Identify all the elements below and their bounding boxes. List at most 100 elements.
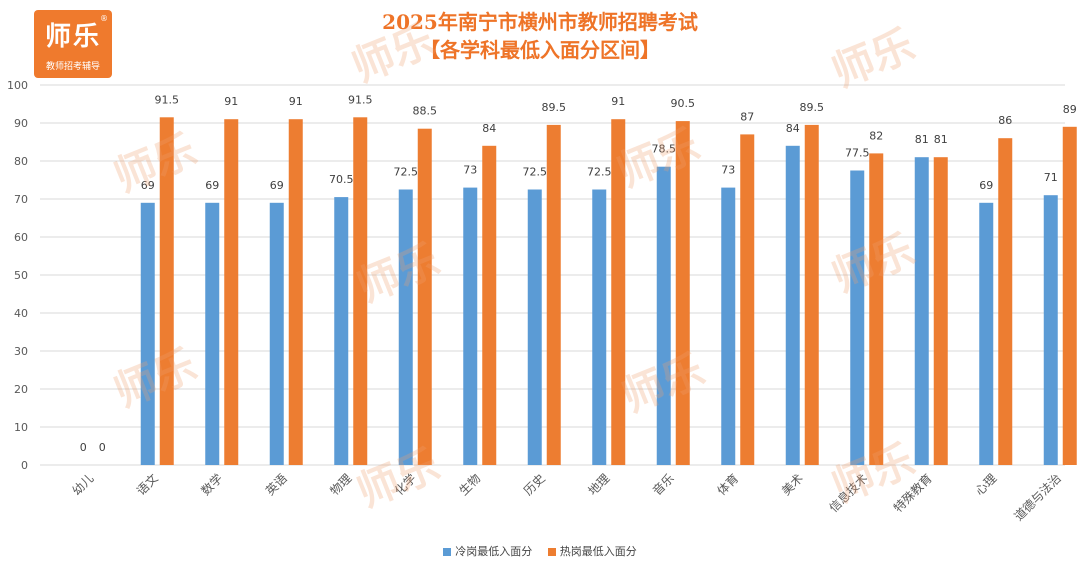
bar-cold	[269, 202, 284, 466]
data-label: 88.5	[413, 105, 438, 118]
bar-hot	[546, 124, 561, 466]
bar-cold	[592, 189, 607, 465]
bar-hot	[611, 119, 626, 465]
data-label: 81	[915, 133, 929, 146]
data-label: 84	[482, 122, 496, 135]
bar-cold	[914, 157, 929, 465]
x-tick-label: 美术	[779, 471, 806, 498]
bar-hot	[159, 117, 174, 466]
data-label: 72.5	[394, 166, 419, 179]
data-label: 91	[224, 95, 238, 108]
bar-hot	[224, 119, 239, 465]
logo-tagline: 教师招考辅导	[45, 62, 100, 72]
legend-swatch-cold	[443, 548, 452, 556]
data-label: 78.5	[652, 143, 677, 156]
bar-hot	[482, 145, 497, 466]
data-label: 91.5	[155, 93, 180, 106]
y-tick-label: 0	[21, 459, 28, 472]
bar-cold	[979, 202, 994, 466]
y-tick-label: 60	[14, 231, 28, 244]
x-tick-label: 生物	[456, 471, 483, 498]
legend-label-hot: 热岗最低入面分	[559, 545, 637, 558]
data-label: 84	[786, 122, 800, 135]
bar-hot	[417, 128, 432, 465]
bar-cold	[527, 189, 542, 465]
x-tick-label: 体育	[714, 471, 742, 499]
bar-cold	[656, 166, 671, 465]
data-label: 0	[99, 441, 106, 454]
bar-cold	[785, 145, 800, 466]
y-tick-label: 10	[14, 421, 28, 434]
y-tick-label: 50	[14, 269, 28, 282]
data-label: 71	[1044, 171, 1058, 184]
data-label: 91.5	[348, 93, 373, 106]
x-tick-label: 化学	[391, 471, 419, 499]
data-label: 69	[141, 179, 155, 192]
data-label: 73	[463, 164, 477, 177]
data-label: 72.5	[523, 166, 548, 179]
x-tick-label: 语文	[133, 471, 161, 499]
bar-hot	[740, 134, 755, 465]
data-label: 89.5	[542, 101, 567, 114]
x-tick-label: 历史	[521, 471, 548, 498]
data-label: 89.5	[800, 101, 825, 114]
data-label: 90.5	[671, 97, 696, 110]
chart-title-line2: 【各学科最低入面分区间】	[420, 38, 660, 62]
brand-logo: ® 师乐 教师招考辅导	[34, 10, 112, 78]
registered-mark: ®	[100, 14, 108, 23]
data-label: 69	[979, 179, 993, 192]
bar-hot	[353, 117, 368, 466]
data-label: 77.5	[845, 147, 870, 160]
legend-label-cold: 冷岗最低入面分	[455, 545, 533, 558]
x-tick-label: 物理	[327, 471, 354, 498]
data-label: 91	[289, 95, 303, 108]
bar-hot	[998, 138, 1013, 465]
legend-swatch-hot	[547, 548, 556, 556]
x-tick-label: 英语	[263, 471, 290, 498]
bar-cold	[1043, 195, 1058, 465]
bar-hot	[288, 119, 303, 465]
legend-item-cold: 冷岗最低入面分	[443, 543, 532, 559]
data-label: 86	[998, 114, 1012, 127]
y-tick-label: 80	[14, 155, 28, 168]
bar-cold	[850, 170, 865, 465]
x-tick-label: 地理	[585, 471, 612, 498]
data-label: 89	[1063, 103, 1077, 116]
data-label: 69	[270, 179, 284, 192]
y-tick-label: 20	[14, 383, 28, 396]
logo-wordmark: 师乐	[44, 22, 101, 52]
y-tick-label: 30	[14, 345, 28, 358]
y-tick-label: 90	[14, 117, 28, 130]
data-label: 72.5	[587, 166, 612, 179]
data-label: 69	[205, 179, 219, 192]
y-tick-label: 70	[14, 193, 28, 206]
bar-cold	[398, 189, 413, 465]
x-tick-label: 幼儿	[69, 471, 96, 498]
chart-title-line1: 2025年南宁市横州市教师招聘考试	[382, 10, 698, 34]
y-tick-label: 100	[7, 79, 28, 92]
data-label: 0	[80, 441, 87, 454]
bar-cold	[334, 197, 349, 465]
bar-cold	[721, 187, 736, 465]
bar-cold	[463, 187, 478, 465]
bar-hot	[933, 157, 948, 465]
data-label: 82	[869, 129, 883, 142]
data-label: 81	[934, 133, 948, 146]
x-tick-label: 特殊教育	[890, 471, 935, 516]
bar-hot	[675, 121, 690, 465]
x-tick-label: 道德与法治	[1011, 471, 1064, 524]
x-tick-label: 数学	[198, 471, 226, 499]
bar-hot	[1062, 126, 1077, 466]
x-tick-label: 心理	[972, 471, 999, 498]
data-label: 70.5	[329, 173, 354, 186]
x-tick-label: 音乐	[649, 471, 677, 499]
bar-hot	[804, 124, 819, 466]
bar-hot	[869, 153, 884, 465]
chart-legend: 冷岗最低入面分 热岗最低入面分	[0, 543, 1080, 559]
y-tick-label: 40	[14, 307, 28, 320]
data-label: 91	[611, 95, 625, 108]
data-label: 87	[740, 110, 754, 123]
data-label: 73	[721, 164, 735, 177]
bar-cold	[140, 202, 155, 466]
